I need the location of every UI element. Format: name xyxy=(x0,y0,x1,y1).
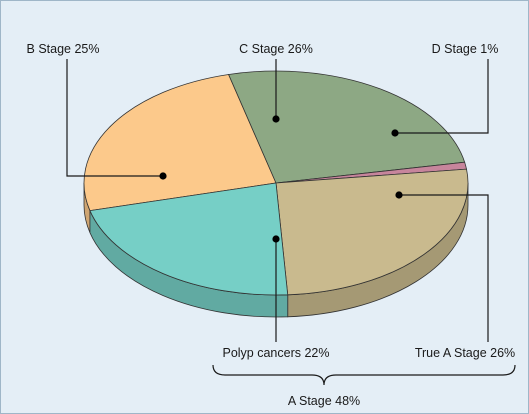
pie-slice-4 xyxy=(89,182,289,296)
leader-dot-3 xyxy=(395,191,403,199)
pie-slice-1 xyxy=(228,70,466,184)
slice-label-3: True A Stage 26% xyxy=(415,346,515,360)
pie-3d-sides xyxy=(83,182,469,318)
slice-label-4: Polyp cancers 22% xyxy=(222,346,329,360)
group-annotation: A Stage 48% xyxy=(212,364,516,408)
pie-slice-3 xyxy=(275,168,469,296)
leader-dot-0 xyxy=(159,172,167,180)
slice-label-2: D Stage 1% xyxy=(432,42,499,56)
leader-line-0 xyxy=(66,59,163,177)
pie-slices xyxy=(83,70,469,296)
group-label: A Stage 48% xyxy=(288,394,360,408)
label-leader-lines xyxy=(66,59,489,342)
group-brace xyxy=(212,364,516,386)
slice-labels: B Stage 25% C Stage 26% D Stage 1% True A S… xyxy=(27,42,516,360)
leader-line-2 xyxy=(395,59,489,134)
leader-dot-2 xyxy=(391,129,399,137)
leader-dot-4 xyxy=(272,235,280,243)
leader-dot-1 xyxy=(272,115,280,123)
pie-slice-0 xyxy=(83,74,277,212)
slice-label-1: C Stage 26% xyxy=(239,42,313,56)
slice-label-0: B Stage 25% xyxy=(27,42,100,56)
leader-line-3 xyxy=(399,194,489,342)
